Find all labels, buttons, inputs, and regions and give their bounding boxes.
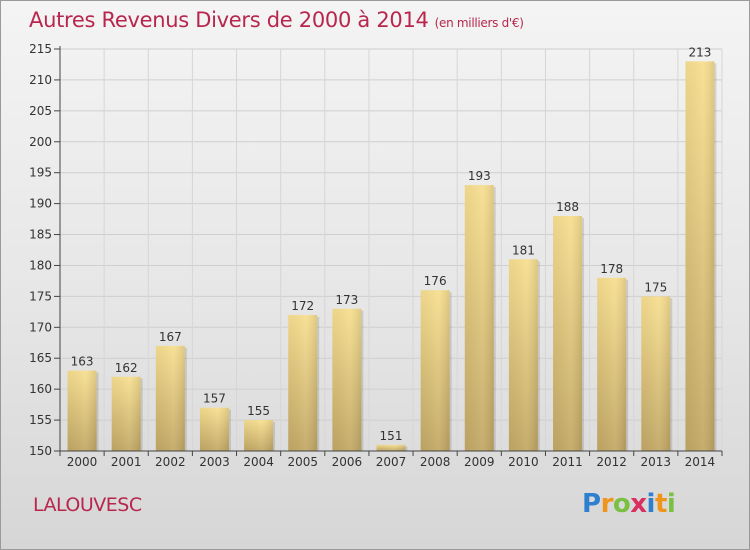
data-label: 151 — [380, 429, 403, 443]
bar-shade — [597, 277, 627, 451]
chart-title-text: Autres Revenus Divers de 2000 à 2014 — [29, 8, 429, 32]
data-label: 172 — [291, 299, 314, 313]
x-tick-label: 2012 — [596, 455, 627, 469]
commune-name: LALOUVESC — [33, 494, 142, 516]
x-tick-label: 2009 — [464, 455, 495, 469]
data-label: 181 — [512, 243, 535, 257]
y-tick-label: 195 — [29, 166, 52, 180]
data-label: 213 — [688, 45, 711, 59]
bar-shade — [67, 370, 97, 451]
x-tick-label: 2011 — [552, 455, 583, 469]
data-label: 178 — [600, 262, 623, 276]
data-label: 167 — [159, 330, 182, 344]
data-label: 173 — [335, 293, 358, 307]
y-tick-label: 200 — [29, 135, 52, 149]
y-tick-label: 210 — [29, 73, 52, 87]
logo-letter: r — [600, 489, 614, 519]
x-tick-label: 2014 — [685, 455, 716, 469]
chart-title: Autres Revenus Divers de 2000 à 2014 (en … — [29, 8, 524, 32]
y-tick-label: 170 — [29, 320, 52, 334]
x-tick-label: 2001 — [111, 455, 142, 469]
bar-shade — [288, 314, 318, 451]
data-label: 193 — [468, 169, 491, 183]
data-label: 162 — [115, 361, 138, 375]
y-tick-label: 205 — [29, 104, 52, 118]
bar-shade — [111, 376, 141, 451]
logo-letter: x — [630, 489, 647, 519]
y-tick-label: 180 — [29, 258, 52, 272]
x-tick-label: 2013 — [641, 455, 672, 469]
y-tick-label: 155 — [29, 413, 52, 427]
data-label: 188 — [556, 200, 579, 214]
bar-shade — [244, 420, 274, 451]
x-tick-label: 2004 — [243, 455, 274, 469]
x-tick-label: 2005 — [287, 455, 318, 469]
y-tick-label: 160 — [29, 382, 52, 396]
bar-shade — [420, 290, 450, 451]
logo-letter: t — [654, 489, 667, 519]
bar-shade — [685, 61, 715, 451]
logo-letter: P — [582, 489, 601, 519]
y-tick-label: 175 — [29, 289, 52, 303]
bar-shade — [376, 444, 406, 451]
logo-letter: i — [646, 489, 656, 519]
bar-shade — [641, 296, 671, 451]
x-tick-label: 2002 — [155, 455, 186, 469]
y-tick-label: 215 — [29, 42, 52, 56]
data-label: 175 — [644, 280, 667, 294]
data-label: 157 — [203, 392, 226, 406]
x-tick-label: 2000 — [67, 455, 98, 469]
data-label: 163 — [71, 355, 94, 369]
y-tick-label: 185 — [29, 228, 52, 242]
data-label: 176 — [424, 274, 447, 288]
x-tick-label: 2008 — [420, 455, 451, 469]
bar-shade — [332, 308, 362, 451]
logo-letter: i — [666, 489, 676, 519]
bar-shade — [199, 407, 229, 451]
bar-shade — [553, 215, 583, 451]
proxiti-logo: Proxiti — [582, 489, 676, 519]
x-tick-label: 2006 — [332, 455, 363, 469]
y-tick-label: 190 — [29, 197, 52, 211]
bar-shade — [464, 185, 494, 452]
x-tick-label: 2010 — [508, 455, 539, 469]
x-tick-label: 2007 — [376, 455, 407, 469]
bar-shade — [155, 345, 185, 451]
y-tick-label: 165 — [29, 351, 52, 365]
x-tick-label: 2003 — [199, 455, 230, 469]
chart-subtitle: (en milliers d'€) — [434, 16, 524, 30]
y-tick-label: 150 — [29, 444, 52, 458]
bar-shade — [508, 259, 538, 451]
logo-letter: o — [612, 489, 631, 519]
data-label: 155 — [247, 404, 270, 418]
